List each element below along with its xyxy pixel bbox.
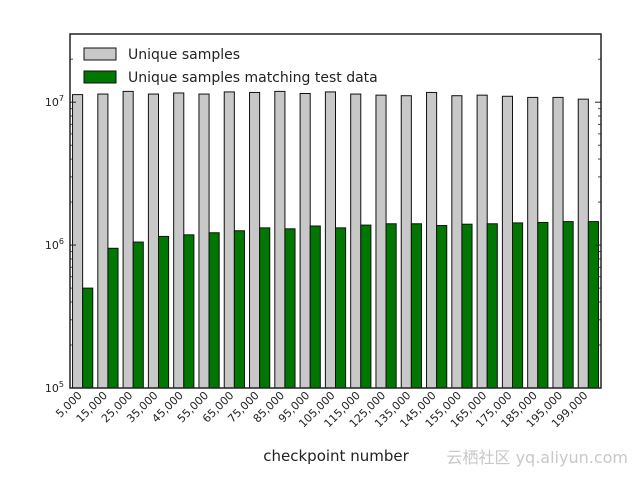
bar-matching-test-data-5 xyxy=(208,232,220,389)
y-tick-label-0: 105 xyxy=(45,380,64,395)
bar-matching-test-data-18 xyxy=(537,221,549,389)
bar-matching-test-data-14 xyxy=(436,225,448,389)
bar-unique-samples-1 xyxy=(97,93,109,389)
x-axis-label: checkpoint number xyxy=(263,447,409,465)
bar-unique-samples-7 xyxy=(249,91,261,389)
bar-unique-samples-11 xyxy=(350,93,362,389)
bar-unique-samples-19 xyxy=(552,96,564,389)
bar-matching-test-data-19 xyxy=(562,221,574,389)
bar-matching-test-data-6 xyxy=(233,230,245,389)
bar-unique-samples-8 xyxy=(274,90,286,389)
legend-label-unique-samples: Unique samples xyxy=(128,47,240,63)
bar-unique-samples-10 xyxy=(324,91,337,389)
bar-matching-test-data-9 xyxy=(309,225,321,389)
bar-matching-test-data-15 xyxy=(461,223,473,389)
bar-unique-samples-2 xyxy=(122,90,134,389)
bar-matching-test-data-16 xyxy=(486,223,498,389)
bars-layer xyxy=(72,90,599,389)
bar-matching-test-data-0 xyxy=(82,287,94,389)
legend-swatch-matching-test-data xyxy=(83,70,117,84)
bar-matching-test-data-3 xyxy=(158,235,170,389)
bar-unique-samples-0 xyxy=(72,94,84,389)
watermark: 云栖社区 yq.aliyun.com xyxy=(446,448,628,467)
bar-matching-test-data-4 xyxy=(183,234,195,389)
bar-matching-test-data-8 xyxy=(284,228,296,389)
bar-unique-samples-16 xyxy=(476,94,488,389)
bar-unique-samples-5 xyxy=(198,93,210,389)
bar-matching-test-data-20 xyxy=(587,221,599,389)
legend-swatch-unique-samples xyxy=(83,47,117,61)
plot-frame xyxy=(69,33,602,389)
bar-unique-samples-9 xyxy=(299,93,311,389)
y-axis: 105 106 107 xyxy=(45,58,601,395)
bar-unique-samples-17 xyxy=(501,95,514,389)
bar-matching-test-data-7 xyxy=(259,227,271,389)
bar-matching-test-data-10 xyxy=(335,227,347,389)
bar-unique-samples-4 xyxy=(173,92,185,389)
bar-matching-test-data-2 xyxy=(132,241,144,389)
bar-unique-samples-20 xyxy=(577,98,589,389)
legend-label-matching-test-data: Unique samples matching test data xyxy=(128,70,378,86)
bar-matching-test-data-11 xyxy=(360,224,372,389)
bar-matching-test-data-1 xyxy=(107,247,119,389)
bar-unique-samples-12 xyxy=(375,94,387,389)
bar-unique-samples-18 xyxy=(527,96,539,389)
y-tick-label-2: 107 xyxy=(45,94,64,109)
x-axis: 5,00015,00025,00035,00045,00055,00065,00… xyxy=(53,389,590,430)
bar-matching-test-data-13 xyxy=(410,223,422,389)
bar-matching-test-data-12 xyxy=(385,223,397,389)
legend: Unique samples Unique samples matching t… xyxy=(83,47,378,86)
bar-unique-samples-14 xyxy=(426,91,438,389)
y-tick-label-1: 106 xyxy=(45,237,64,252)
bar-unique-samples-15 xyxy=(451,95,463,389)
bar-unique-samples-13 xyxy=(400,95,412,389)
bar-unique-samples-6 xyxy=(223,91,235,389)
bar-unique-samples-3 xyxy=(147,93,159,389)
bar-matching-test-data-17 xyxy=(512,222,524,389)
